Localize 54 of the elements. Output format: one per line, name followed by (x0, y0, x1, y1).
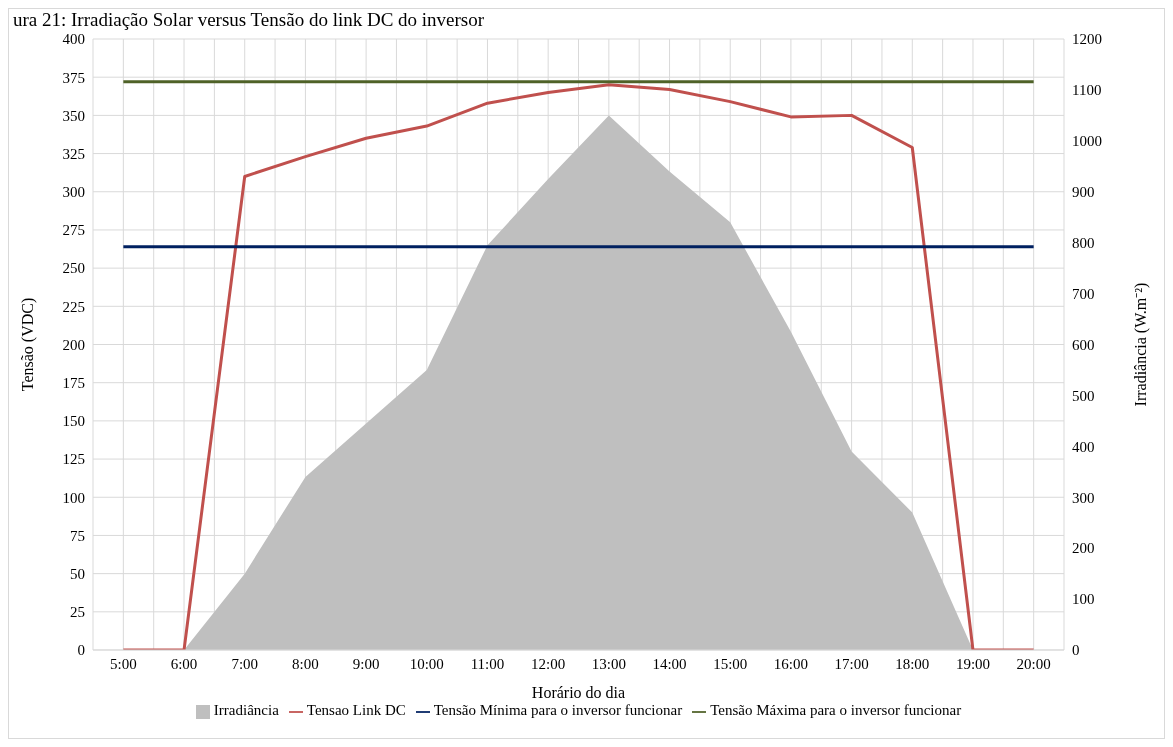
y-tick-label: 350 (62, 107, 85, 124)
y2-tick-label: 200 (1072, 540, 1095, 557)
x-tick-label: 17:00 (834, 655, 869, 672)
y2-tick-label: 900 (1072, 184, 1095, 201)
x-tick-label: 20:00 (1016, 655, 1051, 672)
y-tick-label: 0 (77, 642, 85, 659)
y2-tick-label: 800 (1072, 234, 1095, 251)
y-tick-label: 100 (62, 489, 85, 506)
x-tick-label: 8:00 (292, 655, 319, 672)
x-tick-label: 14:00 (652, 655, 687, 672)
x-tick-label: 11:00 (470, 655, 505, 672)
legend-label: Tensão Mínima para o inversor funcionar (433, 702, 683, 718)
y2-tick-label: 1100 (1072, 82, 1102, 99)
y2-tick-label: 600 (1072, 336, 1095, 353)
x-tick-label: 16:00 (773, 655, 808, 672)
y2-tick-label: 500 (1072, 387, 1095, 404)
x-axis-title: Horário do dia (531, 684, 626, 701)
y2-tick-label: 1000 (1072, 133, 1102, 150)
y-tick-label: 275 (62, 222, 85, 239)
x-tick-label: 12:00 (531, 655, 566, 672)
x-tick-label: 5:00 (110, 655, 137, 672)
y2-tick-label: 400 (1072, 438, 1095, 455)
x-tick-label: 19:00 (955, 655, 991, 672)
x-tick-label: 13:00 (591, 655, 626, 672)
y-tick-label: 125 (62, 451, 85, 468)
x-tick-label: 18:00 (895, 655, 930, 672)
y2-axis-title: Irradiância (W.m⁻²) (1131, 282, 1150, 407)
y-tick-label: 175 (62, 375, 85, 392)
y-tick-label: 75 (70, 527, 85, 544)
legend-label: Tensão Máxima para o inversor funcionar (710, 702, 962, 718)
y-tick-label: 150 (62, 413, 85, 430)
chart-title: ura 21: Irradiação Solar versus Tensão do link DC do inversor (12, 9, 486, 31)
y2-tick-label: 300 (1072, 489, 1095, 506)
y2-tick-label: 0 (1072, 642, 1080, 659)
legend-label: Irradiância (213, 702, 279, 718)
y-tick-label: 300 (62, 184, 85, 201)
y-tick-label: 50 (70, 565, 85, 582)
y-axis-title: Tensão (VDC) (18, 297, 37, 392)
x-tick-label: 15:00 (713, 655, 748, 672)
y-tick-label: 25 (70, 604, 85, 621)
y-tick-label: 225 (62, 298, 85, 315)
y2-tick-label: 700 (1072, 285, 1095, 302)
y-tick-label: 375 (62, 69, 85, 86)
y2-tick-label: 1200 (1072, 31, 1102, 48)
x-tick-label: 7:00 (231, 655, 259, 672)
y-tick-label: 325 (62, 145, 85, 162)
x-tick-label: 9:00 (352, 655, 380, 672)
y2-tick-label: 100 (1072, 591, 1095, 608)
x-tick-label: 10:00 (409, 655, 444, 672)
y-tick-label: 400 (62, 31, 85, 48)
x-tick-label: 6:00 (170, 655, 198, 672)
legend-label: Tensao Link DC (306, 702, 406, 718)
y-tick-label: 200 (62, 336, 85, 353)
y-tick-label: 250 (62, 260, 85, 277)
